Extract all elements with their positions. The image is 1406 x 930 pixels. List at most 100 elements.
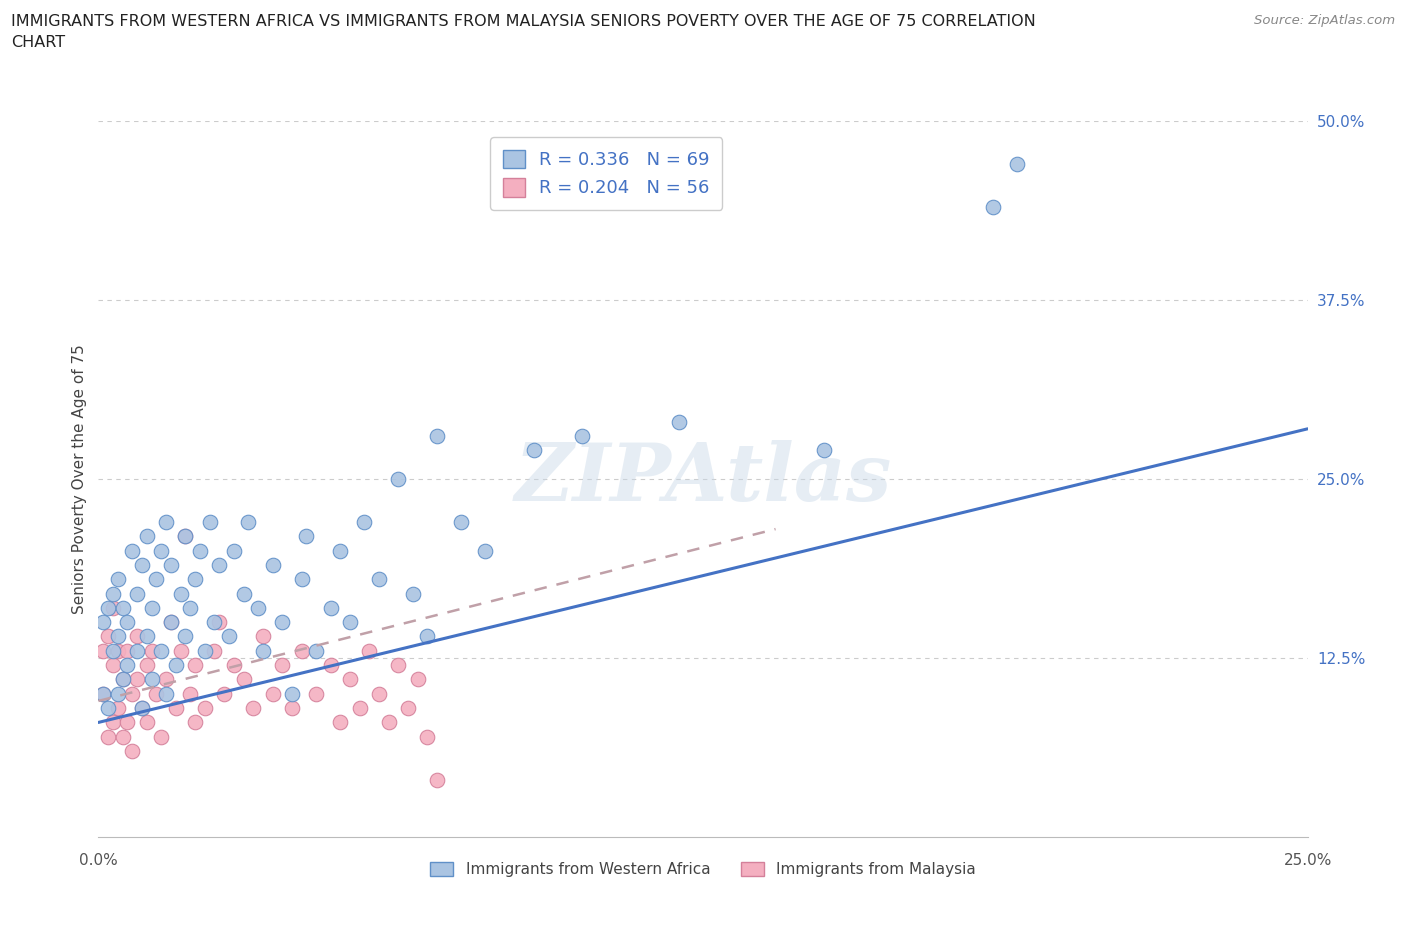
Point bbox=[247, 601, 270, 616]
Point bbox=[179, 601, 201, 616]
Y-axis label: Seniors Poverty Over the Age of 75: Seniors Poverty Over the Age of 75 bbox=[72, 344, 87, 614]
Point bbox=[194, 700, 217, 715]
Point bbox=[813, 443, 835, 458]
Point bbox=[450, 514, 472, 529]
Point bbox=[232, 586, 254, 601]
Point bbox=[271, 615, 294, 630]
Point bbox=[188, 543, 211, 558]
Point bbox=[387, 472, 409, 486]
Point bbox=[91, 686, 114, 701]
Point bbox=[107, 644, 129, 658]
Point bbox=[155, 672, 177, 687]
Point bbox=[416, 629, 439, 644]
Point bbox=[101, 644, 124, 658]
Point bbox=[387, 658, 409, 672]
Point bbox=[402, 586, 425, 601]
Point bbox=[131, 700, 153, 715]
Point bbox=[91, 615, 114, 630]
Point bbox=[238, 514, 260, 529]
Point bbox=[121, 744, 143, 759]
Point bbox=[111, 601, 134, 616]
Point bbox=[155, 686, 177, 701]
Point bbox=[160, 615, 183, 630]
Point bbox=[281, 700, 304, 715]
Point bbox=[218, 629, 240, 644]
Point bbox=[359, 644, 381, 658]
Point bbox=[416, 729, 439, 744]
Point bbox=[97, 629, 120, 644]
Point bbox=[184, 658, 207, 672]
Point bbox=[150, 729, 173, 744]
Point bbox=[184, 715, 207, 730]
Point bbox=[117, 644, 139, 658]
Point bbox=[319, 658, 342, 672]
Point bbox=[127, 644, 149, 658]
Text: ZIPAtlas: ZIPAtlas bbox=[515, 440, 891, 518]
Point bbox=[127, 586, 149, 601]
Point bbox=[406, 672, 429, 687]
Point bbox=[174, 529, 197, 544]
Point bbox=[305, 644, 328, 658]
Point bbox=[396, 700, 419, 715]
Point bbox=[295, 529, 318, 544]
Point bbox=[91, 686, 114, 701]
Point bbox=[252, 629, 274, 644]
Point bbox=[262, 686, 284, 701]
Point bbox=[222, 543, 245, 558]
Point bbox=[242, 700, 264, 715]
Point bbox=[204, 644, 226, 658]
Point bbox=[107, 629, 129, 644]
Point bbox=[135, 658, 157, 672]
Point bbox=[523, 443, 546, 458]
Point bbox=[150, 644, 173, 658]
Point bbox=[141, 644, 163, 658]
Point bbox=[111, 672, 134, 687]
Point bbox=[121, 686, 143, 701]
Point bbox=[97, 601, 120, 616]
Point bbox=[160, 557, 183, 572]
Point bbox=[155, 514, 177, 529]
Point bbox=[198, 514, 221, 529]
Point bbox=[145, 572, 167, 587]
Point bbox=[329, 715, 352, 730]
Point bbox=[305, 686, 328, 701]
Point bbox=[194, 644, 217, 658]
Point bbox=[262, 557, 284, 572]
Point bbox=[252, 644, 274, 658]
Point bbox=[101, 715, 124, 730]
Text: Source: ZipAtlas.com: Source: ZipAtlas.com bbox=[1254, 14, 1395, 27]
Point bbox=[232, 672, 254, 687]
Point bbox=[117, 715, 139, 730]
Point bbox=[668, 414, 690, 429]
Point bbox=[204, 615, 226, 630]
Point bbox=[97, 729, 120, 744]
Point bbox=[179, 686, 201, 701]
Point bbox=[571, 429, 593, 444]
Point bbox=[160, 615, 183, 630]
Point bbox=[377, 715, 399, 730]
Point bbox=[271, 658, 294, 672]
Point bbox=[368, 572, 391, 587]
Point bbox=[150, 543, 173, 558]
Point bbox=[208, 557, 231, 572]
Point bbox=[208, 615, 231, 630]
Point bbox=[121, 543, 143, 558]
Point bbox=[329, 543, 352, 558]
Point bbox=[319, 601, 342, 616]
Point bbox=[174, 529, 197, 544]
Point bbox=[368, 686, 391, 701]
Point bbox=[141, 672, 163, 687]
Point bbox=[97, 700, 120, 715]
Point bbox=[169, 586, 191, 601]
Point bbox=[101, 658, 124, 672]
Legend: Immigrants from Western Africa, Immigrants from Malaysia: Immigrants from Western Africa, Immigran… bbox=[425, 856, 981, 884]
Point bbox=[290, 644, 312, 658]
Point bbox=[107, 572, 129, 587]
Point bbox=[349, 700, 371, 715]
Point bbox=[91, 644, 114, 658]
Point bbox=[353, 514, 375, 529]
Point bbox=[111, 729, 134, 744]
Point bbox=[101, 586, 124, 601]
Point bbox=[107, 686, 129, 701]
Point bbox=[135, 629, 157, 644]
